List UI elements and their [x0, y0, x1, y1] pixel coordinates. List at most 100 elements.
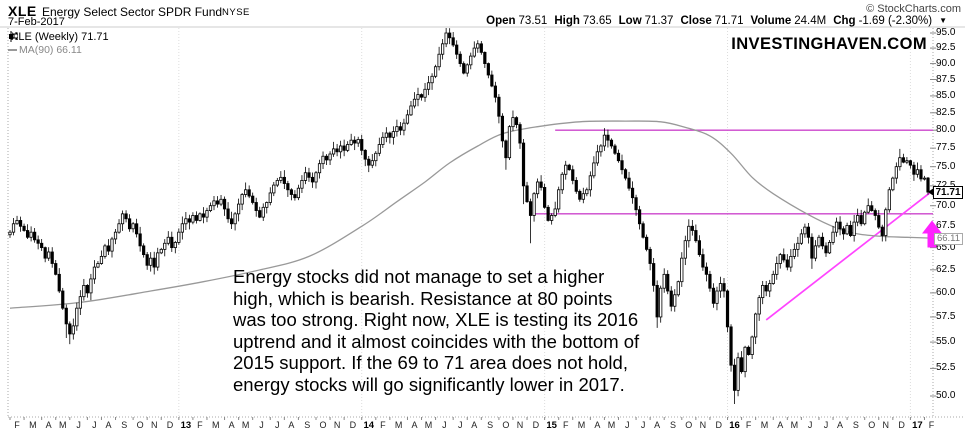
candle-body: [912, 164, 916, 175]
candle-body: [296, 187, 301, 199]
candle-body: [138, 233, 142, 247]
candle-body: [771, 273, 775, 284]
candle-body: [578, 190, 582, 200]
candle-body: [106, 245, 111, 252]
candle-body: [219, 198, 223, 205]
candle-body: [441, 43, 445, 55]
candle-body: [363, 149, 367, 160]
candle-body: [272, 184, 276, 194]
candle-body: [117, 223, 121, 233]
candle-body: [504, 140, 508, 159]
candle-body: [282, 176, 286, 184]
candle-body: [388, 132, 392, 138]
ticker-symbol: XLE: [8, 3, 37, 19]
candle-body: [194, 215, 199, 221]
candle-body: [898, 157, 902, 168]
x-axis-year-label: 16: [729, 420, 740, 431]
candle-body: [535, 181, 540, 195]
y-axis-label: 85.0: [936, 89, 956, 101]
candle-body: [374, 152, 378, 162]
candle-body: [237, 203, 241, 215]
x-axis-month-label: M: [790, 420, 799, 430]
x-axis-month-label: M: [394, 420, 403, 430]
candle-body: [22, 225, 26, 231]
x-axis-month-label: A: [45, 420, 52, 430]
candle-body: [349, 139, 353, 145]
volume-value: 24.4M: [794, 15, 827, 27]
candle-body: [275, 180, 279, 186]
candle-body: [666, 273, 670, 292]
exchange-label: NYSE: [222, 7, 250, 18]
candle-body: [718, 283, 723, 292]
candle-body: [543, 187, 547, 208]
candle-body: [451, 37, 455, 46]
candle-body: [240, 194, 244, 205]
candle-body: [630, 187, 635, 199]
candle-body: [229, 218, 234, 225]
candle-body: [676, 281, 680, 296]
candle-body: [412, 98, 417, 107]
x-axis-month-label: A: [105, 420, 112, 430]
candle-body: [905, 160, 909, 163]
x-axis-month-label: F: [562, 420, 569, 430]
candle-body: [507, 126, 512, 159]
annotation-line: energy stocks will go significantly lowe…: [233, 373, 625, 395]
candle-body: [616, 152, 621, 162]
x-axis-year-label: 17: [912, 420, 923, 431]
candle-body: [521, 142, 526, 187]
y-axis-label: 52.5: [936, 362, 956, 374]
candle-body: [648, 248, 652, 264]
x-axis-month-label: F: [928, 420, 935, 430]
candle-body: [599, 145, 603, 153]
candle-body: [810, 236, 814, 259]
candle-body: [528, 201, 533, 216]
open-value: 73.51: [518, 15, 548, 27]
candle-body: [247, 189, 251, 197]
x-axis-month-label: M: [577, 420, 586, 430]
x-axis-month-label: J: [640, 420, 646, 430]
candle-body: [96, 263, 100, 268]
candle-body: [525, 185, 529, 203]
candle-body: [68, 323, 72, 335]
candle-body: [571, 169, 575, 181]
close-label: Close: [680, 15, 712, 27]
candle-body: [78, 296, 82, 309]
candle-body: [258, 210, 262, 218]
candle-body: [244, 189, 248, 195]
y-axis-label: 50.0: [936, 390, 956, 401]
candle-body: [110, 238, 114, 252]
candle-body: [191, 215, 195, 223]
candle-body: [877, 215, 881, 228]
x-axis-month-label: J: [807, 420, 813, 430]
candle-body: [655, 284, 659, 318]
candle-body: [659, 287, 663, 318]
candle-body: [335, 148, 339, 153]
x-axis-month-label: A: [654, 420, 661, 430]
candle-body: [884, 209, 888, 236]
candle-body: [423, 88, 427, 98]
candle-body: [754, 313, 758, 338]
x-axis-month-label: A: [228, 420, 235, 430]
low-label: Low: [618, 15, 642, 27]
x-axis-month-label: M: [607, 420, 616, 430]
analysis-annotation: Energy stocks did not manage to set a hi…: [233, 266, 703, 395]
candle-body: [75, 307, 79, 327]
x-axis-month-label: M: [241, 420, 250, 430]
candle-body: [539, 181, 543, 188]
candle-body: [289, 189, 293, 195]
candle-body: [620, 160, 624, 171]
candle-body: [514, 117, 519, 125]
candle-body: [870, 205, 874, 211]
candle-body: [711, 287, 716, 304]
x-axis-month-label: A: [837, 420, 844, 430]
candle-body: [757, 297, 761, 315]
candle-body: [880, 226, 884, 236]
x-axis-year-label: 14: [363, 420, 375, 431]
candle-body: [124, 213, 128, 220]
candle-body: [15, 220, 19, 225]
change-label: Chg: [833, 15, 856, 27]
y-axis-label: 77.5: [936, 142, 956, 154]
y-axis-label: 75.0: [936, 160, 956, 172]
x-axis-month-label: S: [852, 420, 859, 430]
candle-body: [532, 193, 536, 216]
